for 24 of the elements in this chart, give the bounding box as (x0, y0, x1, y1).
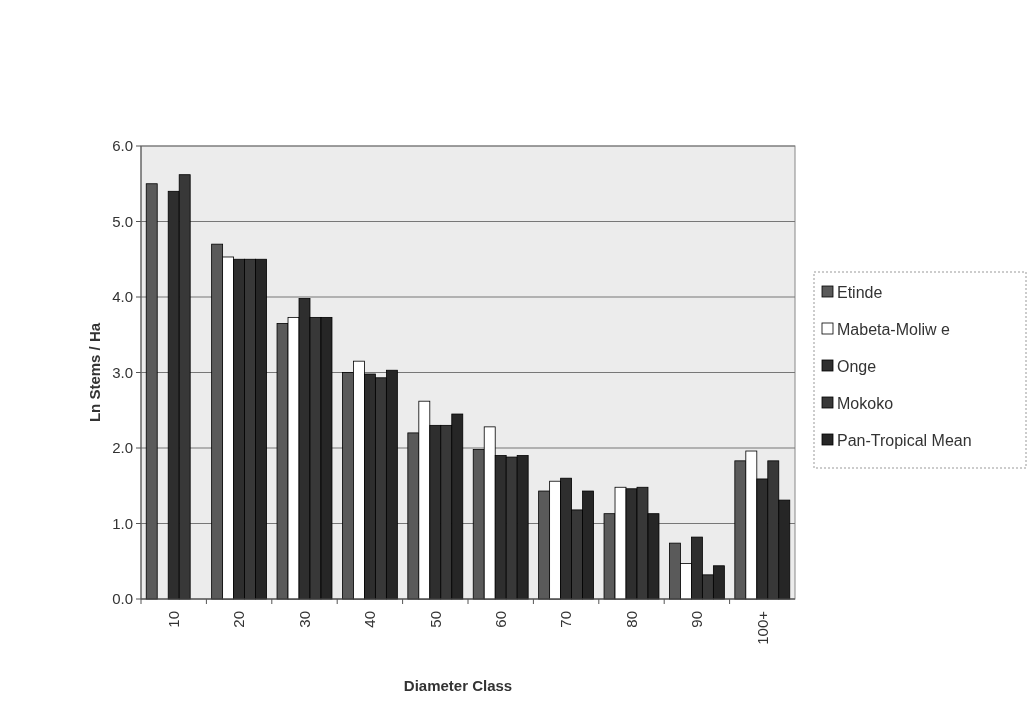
y-axis-title: Ln Stems / Ha (86, 322, 103, 423)
x-tick-label: 60 (491, 611, 509, 628)
x-tick-label: 20 (230, 611, 248, 628)
x-tick-label: 30 (295, 611, 313, 628)
x-tick-label: 50 (426, 611, 444, 628)
y-tick-label: 4.0 (112, 288, 133, 306)
x-tick-label: 70 (557, 611, 575, 628)
x-axis-title: Diameter Class (403, 677, 513, 694)
x-tick-label: 100+ (753, 610, 771, 645)
legend-label: Mabeta-Moliw e (837, 320, 951, 338)
legend-label: Etinde (837, 283, 883, 301)
x-tick-label: 80 (622, 611, 640, 628)
y-tick-label: 2.0 (112, 439, 133, 457)
x-tick-label: 10 (164, 611, 182, 628)
y-tick-label: 5.0 (112, 212, 133, 230)
x-tick-label: 90 (688, 611, 706, 628)
y-tick-label: 1.0 (112, 514, 133, 532)
y-tick-label: 0.0 (112, 590, 133, 608)
legend-label: Onge (837, 357, 877, 375)
y-tick-label: 6.0 (112, 137, 133, 155)
y-tick-label: 3.0 (112, 363, 133, 381)
x-tick-label: 40 (361, 611, 379, 628)
legend-label: Pan-Tropical Mean (837, 431, 972, 449)
legend-label: Mokoko (837, 394, 894, 412)
